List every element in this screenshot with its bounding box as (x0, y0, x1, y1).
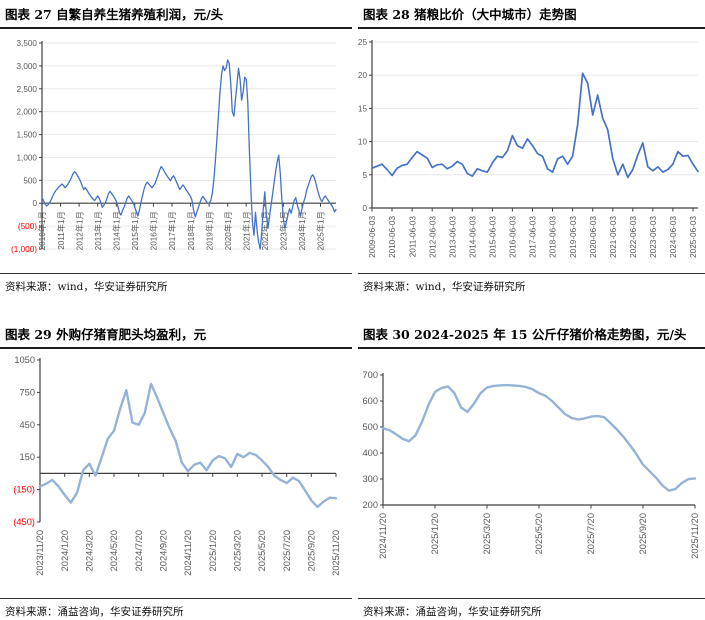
svg-text:1050: 1050 (14, 355, 35, 365)
svg-text:3,500: 3,500 (17, 39, 38, 48)
chart-29-source: 资料来源：涌益咨询，华安证券研究所 (0, 598, 352, 619)
chart-27-title: 图表 27 自繁自养生猪养殖利润，元/头 (0, 5, 352, 29)
svg-text:2013年1月: 2013年1月 (93, 211, 103, 250)
svg-text:2,000: 2,000 (17, 108, 38, 117)
svg-text:1,500: 1,500 (17, 131, 38, 140)
svg-text:2020年1月: 2020年1月 (223, 211, 233, 250)
svg-text:2024/9/20: 2024/9/20 (159, 530, 169, 571)
svg-text:2020-06-03: 2020-06-03 (589, 216, 598, 258)
svg-text:2014年1月: 2014年1月 (112, 211, 122, 250)
svg-text:2010-06-03: 2010-06-03 (388, 216, 397, 258)
svg-text:2023年1月: 2023年1月 (279, 211, 289, 250)
svg-text:2025/3/20: 2025/3/20 (482, 513, 492, 554)
svg-text:2023-06-03: 2023-06-03 (649, 216, 658, 258)
panel-chart-27: 图表 27 自繁自养生猪养殖利润，元/头 3,500 3,000 2,500 2,00… (0, 5, 352, 294)
svg-text:700: 700 (362, 370, 378, 380)
svg-text:(500): (500) (18, 222, 37, 231)
panel-chart-29: 图表 29 外购仔猪育肥头均盈利，元 1050 750 450 150 (150) (45… (0, 325, 352, 619)
svg-text:2024/5/20: 2024/5/20 (109, 530, 119, 571)
self-breeding-pig-profit-line-chart: 3,500 3,000 2,500 2,000 1,500 1,000 500 0 (500) (… (11, 39, 337, 254)
svg-text:2017年1月: 2017年1月 (167, 211, 177, 250)
svg-text:2025-06-03: 2025-06-03 (689, 216, 698, 258)
chart-28-title: 图表 28 猪粮比价（大中城市）走势图 (358, 5, 705, 29)
svg-text:2019-06-03: 2019-06-03 (569, 216, 578, 258)
svg-text:10: 10 (358, 138, 367, 147)
svg-text:2025/7/20: 2025/7/20 (282, 530, 292, 571)
svg-text:2018年1月: 2018年1月 (186, 211, 196, 250)
svg-text:2025年1月: 2025年1月 (316, 211, 326, 250)
svg-text:2014-06-03: 2014-06-03 (469, 216, 478, 258)
svg-text:2025/1/20: 2025/1/20 (430, 513, 440, 554)
svg-text:(450): (450) (13, 517, 35, 527)
svg-text:2025/11/20: 2025/11/20 (690, 513, 700, 559)
svg-text:2024-06-03: 2024-06-03 (669, 216, 678, 258)
purchased-piglet-fattening-profit-line-chart: 1050 750 450 150 (150) (450)2023/11/20 2024/1/… (13, 355, 341, 576)
svg-text:2010年1月: 2010年1月 (37, 211, 47, 250)
svg-text:1,000: 1,000 (17, 153, 38, 162)
svg-text:2025/7/20: 2025/7/20 (586, 513, 596, 554)
svg-text:150: 150 (19, 452, 35, 462)
svg-text:500: 500 (362, 422, 378, 432)
svg-text:2015年1月: 2015年1月 (130, 211, 140, 250)
svg-text:2025/5/20: 2025/5/20 (257, 530, 267, 571)
svg-text:20: 20 (358, 71, 367, 80)
svg-text:200: 200 (362, 500, 378, 510)
svg-text:2018-06-03: 2018-06-03 (549, 216, 558, 258)
svg-text:(150): (150) (13, 485, 35, 495)
svg-text:600: 600 (362, 396, 378, 406)
chart-30-source: 资料来源：涌益咨询，华安证券研究所 (358, 598, 705, 619)
svg-text:2025/9/20: 2025/9/20 (307, 530, 317, 571)
panel-chart-28: 图表 28 猪粮比价（大中城市）走势图 25 20 15 10 5 0 2009-06-03… (352, 5, 705, 294)
svg-text:2015-06-03: 2015-06-03 (489, 216, 498, 258)
svg-text:2019年1月: 2019年1月 (204, 211, 214, 250)
svg-text:2023/11/20: 2023/11/20 (35, 530, 45, 576)
chart-30-title: 图表 30 2024-2025 年 15 公斤仔猪价格走势图，元/头 (358, 325, 705, 349)
svg-text:2016-06-03: 2016-06-03 (509, 216, 518, 258)
panel-chart-30: 图表 30 2024-2025 年 15 公斤仔猪价格走势图，元/头 700 60… (352, 325, 705, 619)
svg-text:2025/9/20: 2025/9/20 (638, 513, 648, 554)
svg-text:2025/3/20: 2025/3/20 (233, 530, 243, 571)
svg-text:5: 5 (362, 171, 367, 180)
svg-text:(1,000): (1,000) (11, 245, 37, 254)
svg-text:2024/3/20: 2024/3/20 (85, 530, 95, 571)
chart-27-source: 资料来源：wind，华安证券研究所 (0, 273, 352, 294)
svg-text:400: 400 (362, 448, 378, 458)
svg-text:25: 25 (358, 38, 367, 47)
svg-text:0: 0 (32, 199, 37, 208)
svg-text:300: 300 (362, 474, 378, 484)
svg-text:15: 15 (358, 104, 367, 113)
svg-text:2021-06-03: 2021-06-03 (609, 216, 618, 258)
svg-text:2024/11/20: 2024/11/20 (183, 530, 193, 576)
charts-grid: 图表 27 自繁自养生猪养殖利润，元/头 3,500 3,000 2,500 2,00… (0, 5, 705, 619)
svg-text:3,000: 3,000 (17, 62, 38, 71)
svg-text:2016年1月: 2016年1月 (149, 211, 159, 250)
svg-text:2024年1月: 2024年1月 (297, 211, 307, 250)
svg-text:2021年1月: 2021年1月 (241, 211, 251, 250)
svg-text:0: 0 (362, 204, 367, 213)
svg-text:2013-06-03: 2013-06-03 (449, 216, 458, 258)
chart-28-source: 资料来源：wind，华安证券研究所 (358, 273, 705, 294)
chart-29-title: 图表 29 外购仔猪育肥头均盈利，元 (0, 325, 352, 349)
svg-text:2012-06-03: 2012-06-03 (428, 216, 437, 258)
svg-text:2025/5/20: 2025/5/20 (534, 513, 544, 554)
svg-text:2022-06-03: 2022-06-03 (629, 216, 638, 258)
svg-text:2,500: 2,500 (17, 85, 38, 94)
svg-text:2017-06-03: 2017-06-03 (529, 216, 538, 258)
svg-text:2012年1月: 2012年1月 (74, 211, 84, 250)
svg-text:2025/1/20: 2025/1/20 (208, 530, 218, 571)
svg-text:2024/11/20: 2024/11/20 (378, 513, 388, 559)
svg-text:2025/11/20: 2025/11/20 (331, 530, 341, 576)
svg-text:750: 750 (19, 387, 35, 397)
svg-text:2011-06-03: 2011-06-03 (408, 216, 417, 258)
svg-text:500: 500 (23, 176, 37, 185)
svg-text:2009-06-03: 2009-06-03 (368, 216, 377, 258)
svg-text:2022年1月: 2022年1月 (260, 211, 270, 250)
svg-text:2024/1/20: 2024/1/20 (60, 530, 70, 571)
svg-text:2024/7/20: 2024/7/20 (134, 530, 144, 571)
svg-text:2011年1月: 2011年1月 (56, 211, 66, 250)
svg-text:450: 450 (19, 420, 35, 430)
